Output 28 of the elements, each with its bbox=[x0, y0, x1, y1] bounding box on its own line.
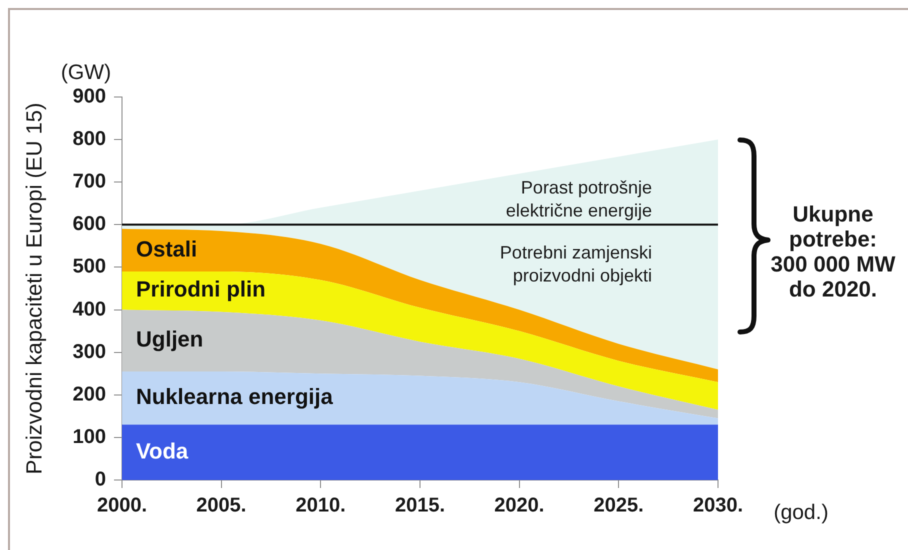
series-label: Prirodni plin bbox=[136, 276, 266, 302]
text: Ukupne potrebe: 300 000 MW do 2020. bbox=[770, 202, 896, 302]
series-label: Ostali bbox=[136, 236, 198, 262]
y-tick-label: 200 bbox=[72, 383, 106, 406]
x-tick-label: 2020. bbox=[494, 494, 544, 517]
annotation: Potrebni zamjenski proizvodni objekti bbox=[500, 242, 652, 286]
y-tick-label: 500 bbox=[72, 256, 106, 278]
text: (GW) bbox=[60, 60, 112, 84]
series-label: Nuklearna energija bbox=[136, 384, 334, 410]
y-axis-title: Proizvodni kapaciteti u Europi (EU 15) bbox=[21, 102, 46, 474]
x-tick-label: 2025. bbox=[594, 494, 644, 517]
series-label: Voda bbox=[136, 438, 189, 464]
x-tick-label: 2000. bbox=[96, 494, 148, 517]
x-tick-label: 2030. bbox=[692, 494, 744, 517]
x-axis-title: (god.) bbox=[774, 500, 828, 524]
y-tick-label: 600 bbox=[72, 213, 106, 236]
y-tick-label: 700 bbox=[72, 170, 106, 193]
x-tick-label: 2010. bbox=[296, 494, 346, 517]
y-tick-label: 300 bbox=[72, 340, 106, 363]
y-tick-label: 0 bbox=[94, 468, 106, 491]
x-tick-label: 2005. bbox=[196, 494, 246, 517]
x-tick-label: 2015. bbox=[394, 494, 446, 517]
y-tick-label: 100 bbox=[72, 426, 106, 448]
annotation: Porast potrošnje električne energije bbox=[506, 177, 652, 220]
y-tick-label: 400 bbox=[72, 298, 106, 320]
y-tick-label: 900 bbox=[72, 86, 106, 108]
series-label: Ugljen bbox=[136, 326, 204, 352]
y-tick-label: 800 bbox=[72, 128, 106, 150]
